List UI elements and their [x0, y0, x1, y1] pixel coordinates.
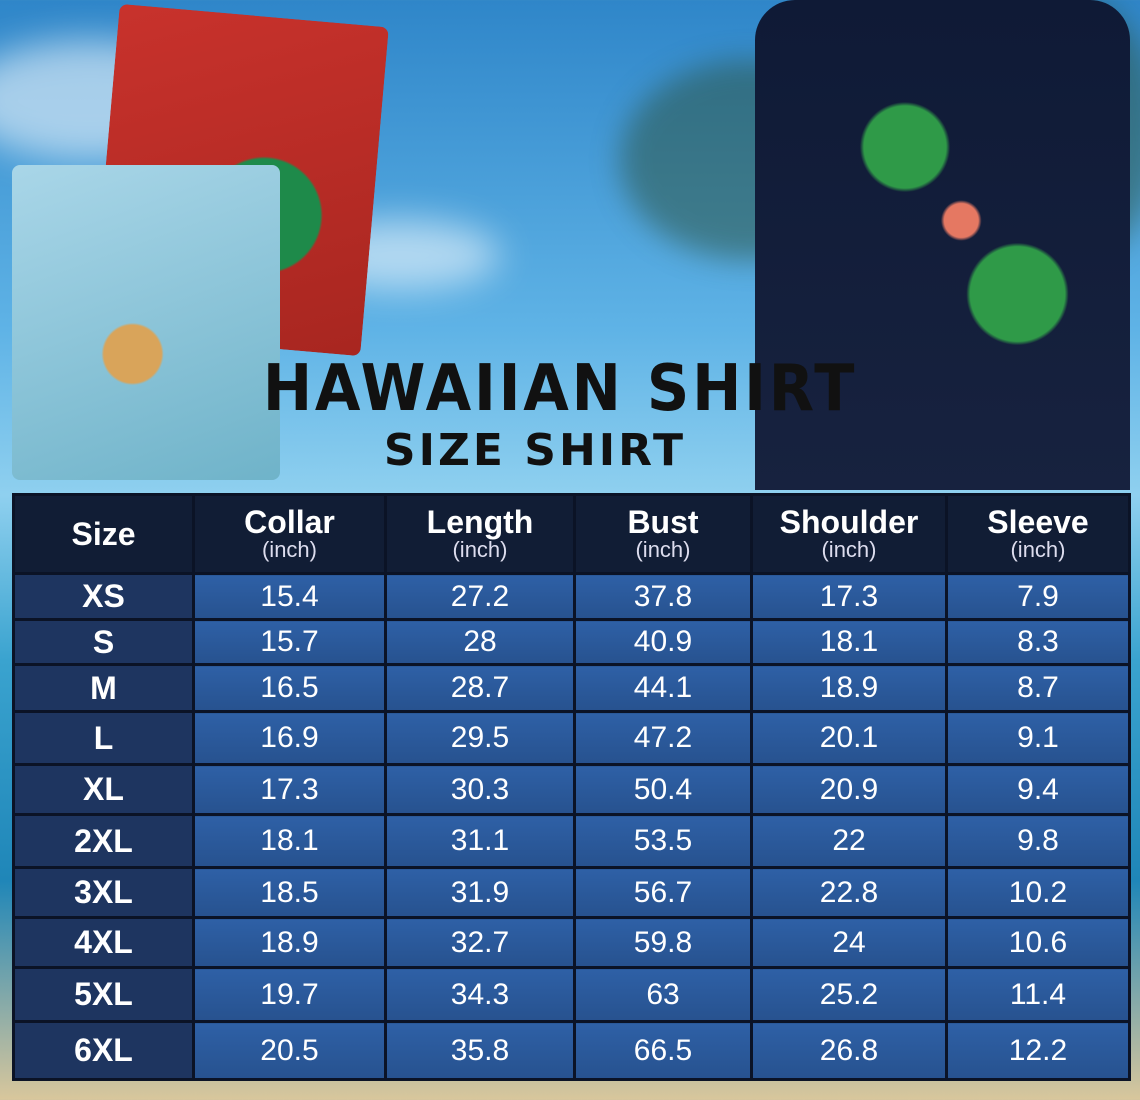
value-cell: 8.7: [945, 663, 1131, 713]
chart-title: HAWAIIAN SHIRT: [262, 352, 858, 426]
column-unit: (inch): [821, 537, 877, 562]
value-cell: 12.2: [945, 1020, 1131, 1081]
value-cell: 27.2: [384, 572, 576, 621]
size-cell: L: [12, 710, 195, 766]
value-cell: 53.5: [573, 813, 753, 869]
value-cell: 56.7: [573, 866, 753, 919]
table-row: 6XL 20.5 35.8 66.5 26.8 12.2: [12, 1020, 1131, 1081]
column-label: Size: [71, 516, 136, 552]
table-header-row: Size Collar (inch) Length (inch) Bust (inch) Sh…: [12, 493, 1131, 575]
value-cell: 28: [384, 618, 576, 666]
value-cell: 9.1: [945, 710, 1131, 766]
value-cell: 35.8: [384, 1020, 576, 1081]
column-unit: (inch): [452, 537, 508, 562]
value-cell: 31.1: [384, 813, 576, 869]
value-cell: 18.9: [192, 916, 387, 969]
value-cell: 9.8: [945, 813, 1131, 869]
value-cell: 66.5: [573, 1020, 753, 1081]
value-cell: 31.9: [384, 866, 576, 919]
table-row: XS 15.4 27.2 37.8 17.3 7.9: [12, 572, 1131, 621]
column-label: Bust: [627, 504, 699, 540]
value-cell: 18.1: [192, 813, 387, 869]
value-cell: 20.1: [750, 710, 948, 766]
value-cell: 22: [750, 813, 948, 869]
value-cell: 59.8: [573, 916, 753, 969]
value-cell: 10.2: [945, 866, 1131, 919]
value-cell: 40.9: [573, 618, 753, 666]
value-cell: 10.6: [945, 916, 1131, 969]
value-cell: 7.9: [945, 572, 1131, 621]
value-cell: 18.9: [750, 663, 948, 713]
table-row: 3XL 18.5 31.9 56.7 22.8 10.2: [12, 866, 1131, 919]
value-cell: 28.7: [384, 663, 576, 713]
column-label: Sleeve: [987, 504, 1089, 540]
table-row: S 15.7 28 40.9 18.1 8.3: [12, 618, 1131, 666]
table-row: 2XL 18.1 31.1 53.5 22 9.8: [12, 813, 1131, 869]
value-cell: 63: [573, 966, 753, 1023]
value-cell: 20.5: [192, 1020, 387, 1081]
value-cell: 20.9: [750, 763, 948, 816]
column-label: Length: [426, 504, 534, 540]
value-cell: 16.9: [192, 710, 387, 766]
column-unit: (inch): [635, 537, 691, 562]
size-cell: 3XL: [12, 866, 195, 919]
value-cell: 8.3: [945, 618, 1131, 666]
column-header-collar: Collar (inch): [192, 493, 387, 575]
value-cell: 16.5: [192, 663, 387, 713]
column-header-size: Size: [12, 493, 195, 575]
value-cell: 32.7: [384, 916, 576, 969]
value-cell: 18.5: [192, 866, 387, 919]
chart-subtitle: SIZE SHIRT: [383, 425, 687, 476]
value-cell: 29.5: [384, 710, 576, 766]
size-cell: 6XL: [12, 1020, 195, 1081]
value-cell: 11.4: [945, 966, 1131, 1023]
table-row: M 16.5 28.7 44.1 18.9 8.7: [12, 663, 1131, 713]
table-row: 4XL 18.9 32.7 59.8 24 10.6: [12, 916, 1131, 969]
value-cell: 19.7: [192, 966, 387, 1023]
value-cell: 24: [750, 916, 948, 969]
value-cell: 15.7: [192, 618, 387, 666]
table-row: L 16.9 29.5 47.2 20.1 9.1: [12, 710, 1131, 766]
column-label: Collar: [244, 504, 335, 540]
size-cell: 4XL: [12, 916, 195, 969]
size-cell: M: [12, 663, 195, 713]
table-row: 5XL 19.7 34.3 63 25.2 11.4: [12, 966, 1131, 1023]
size-cell: 5XL: [12, 966, 195, 1023]
column-header-shoulder: Shoulder (inch): [750, 493, 948, 575]
size-table: Size Collar (inch) Length (inch) Bust (inch) Sh…: [12, 493, 1131, 1081]
value-cell: 37.8: [573, 572, 753, 621]
value-cell: 15.4: [192, 572, 387, 621]
value-cell: 18.1: [750, 618, 948, 666]
table-row: XL 17.3 30.3 50.4 20.9 9.4: [12, 763, 1131, 816]
column-unit: (inch): [1010, 537, 1066, 562]
size-cell: XS: [12, 572, 195, 621]
value-cell: 50.4: [573, 763, 753, 816]
value-cell: 9.4: [945, 763, 1131, 816]
blue-parrot-shirt-image: [12, 165, 280, 480]
value-cell: 34.3: [384, 966, 576, 1023]
column-label: Shoulder: [779, 504, 919, 540]
value-cell: 30.3: [384, 763, 576, 816]
column-header-length: Length (inch): [384, 493, 576, 575]
column-unit: (inch): [261, 537, 317, 562]
size-cell: 2XL: [12, 813, 195, 869]
model-flamingo-shirt-image: [755, 0, 1130, 490]
value-cell: 25.2: [750, 966, 948, 1023]
value-cell: 17.3: [192, 763, 387, 816]
value-cell: 17.3: [750, 572, 948, 621]
value-cell: 47.2: [573, 710, 753, 766]
column-header-bust: Bust (inch): [573, 493, 753, 575]
value-cell: 26.8: [750, 1020, 948, 1081]
column-header-sleeve: Sleeve (inch): [945, 493, 1131, 575]
value-cell: 22.8: [750, 866, 948, 919]
value-cell: 44.1: [573, 663, 753, 713]
size-cell: S: [12, 618, 195, 666]
size-cell: XL: [12, 763, 195, 816]
